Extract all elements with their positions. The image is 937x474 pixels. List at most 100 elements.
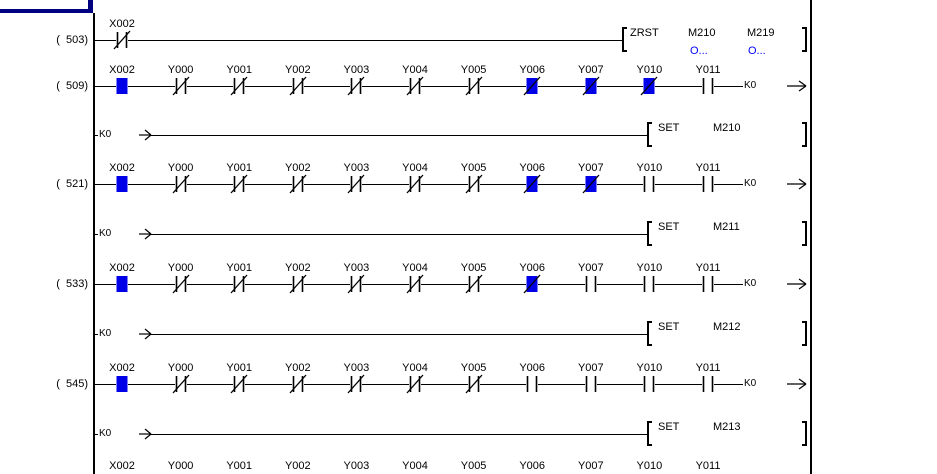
instruction-close-bracket (802, 221, 807, 246)
wrap-in-label: K0 (99, 228, 112, 239)
contact-Y004-nc-off[interactable] (405, 174, 425, 194)
contact-Y000-nc-off[interactable] (171, 174, 191, 194)
contact-Y001-nc-off[interactable] (229, 274, 249, 294)
wrap-out-label: K0 (744, 178, 757, 189)
wrap-resume-arrow-icon (139, 228, 152, 240)
contact-Y001-nc-off[interactable] (229, 76, 249, 96)
wrap-out-label: K0 (744, 80, 757, 91)
contact-X002-no-on[interactable] (112, 174, 132, 194)
device-label-Y000: Y000 (167, 362, 194, 374)
ladder-wire (151, 434, 647, 435)
ladder-wire (151, 334, 647, 335)
device-label-X002: X002 (109, 362, 135, 374)
ladder-wire (93, 40, 622, 41)
device-label-Y000: Y000 (167, 262, 194, 274)
contact-Y010-no-off[interactable] (639, 174, 659, 194)
contact-X002-no-on[interactable] (112, 374, 132, 394)
device-label-Y002: Y002 (284, 162, 311, 174)
step-number: ( 533) (56, 278, 88, 290)
instruction-close-bracket (802, 122, 807, 147)
contact-Y003-nc-off[interactable] (346, 374, 366, 394)
contact-X002-no-on[interactable] (112, 274, 132, 294)
window-frame-edge (0, 9, 93, 13)
instruction-arg-M210: M210 (713, 122, 741, 134)
contact-Y005-nc-off[interactable] (464, 374, 484, 394)
device-label-Y007: Y007 (577, 262, 604, 274)
contact-Y004-nc-off[interactable] (405, 76, 425, 96)
contact-Y002-nc-off[interactable] (288, 174, 308, 194)
contact-Y011-no-off[interactable] (698, 76, 718, 96)
contact-Y002-nc-off[interactable] (288, 76, 308, 96)
device-label-Y000: Y000 (167, 162, 194, 174)
contact-Y005-nc-off[interactable] (464, 174, 484, 194)
device-label-Y011: Y011 (695, 262, 721, 274)
device-label-Y001: Y001 (226, 362, 253, 374)
contact-Y001-nc-off[interactable] (229, 174, 249, 194)
step-number: ( 503) (56, 34, 88, 46)
device-label-Y010: Y010 (636, 262, 663, 274)
device-label-Y004: Y004 (402, 262, 428, 274)
instruction-open-bracket (647, 221, 652, 246)
device-label-Y003: Y003 (343, 362, 370, 374)
wrap-in-label: K0 (99, 129, 112, 140)
contact-Y005-nc-off[interactable] (464, 76, 484, 96)
contact-Y006-no-off[interactable] (522, 374, 542, 394)
device-label-Y011: Y011 (695, 162, 721, 174)
contact-Y003-nc-off[interactable] (346, 76, 366, 96)
device-label-Y003: Y003 (343, 262, 370, 274)
device-label-Y011: Y011 (695, 64, 721, 76)
contact-Y004-nc-off[interactable] (405, 274, 425, 294)
device-label-Y003: Y003 (343, 64, 370, 76)
contact-Y002-nc-off[interactable] (288, 274, 308, 294)
device-label-Y006: Y006 (519, 362, 546, 374)
contact-Y006-nc-on[interactable] (522, 174, 542, 194)
contact-Y006-nc-on[interactable] (522, 274, 542, 294)
wrap-out-label: K0 (744, 378, 757, 389)
wrap-in-label: K0 (99, 428, 112, 439)
device-label-Y001: Y001 (226, 262, 253, 274)
contact-Y011-no-off[interactable] (698, 174, 718, 194)
instruction-op: SET (658, 122, 680, 134)
instruction-close-bracket (802, 321, 807, 346)
contact-Y010-no-off[interactable] (639, 374, 659, 394)
device-label-Y002: Y002 (284, 460, 311, 472)
contact-Y011-no-off[interactable] (698, 374, 718, 394)
device-label-Y010: Y010 (636, 362, 663, 374)
device-label-Y010: Y010 (636, 64, 663, 76)
device-label-Y004: Y004 (402, 162, 428, 174)
instruction-arg-M219: M219 (747, 27, 775, 39)
contact-Y011-no-off[interactable] (698, 274, 718, 294)
contact-Y000-nc-off[interactable] (171, 274, 191, 294)
contact-Y003-nc-off[interactable] (346, 274, 366, 294)
contact-Y007-no-off[interactable] (581, 374, 601, 394)
contact-Y002-nc-off[interactable] (288, 374, 308, 394)
contact-Y003-nc-off[interactable] (346, 174, 366, 194)
device-label-Y006: Y006 (519, 460, 546, 472)
contact-Y005-nc-off[interactable] (464, 274, 484, 294)
contact-Y006-nc-on[interactable] (522, 76, 542, 96)
contact-Y001-nc-off[interactable] (229, 374, 249, 394)
step-number: ( 545) (56, 378, 88, 390)
device-label-Y003: Y003 (343, 162, 370, 174)
device-label-Y011: Y011 (695, 460, 721, 472)
contact-Y007-no-off[interactable] (581, 274, 601, 294)
contact-Y000-nc-off[interactable] (171, 374, 191, 394)
instruction-open-bracket (622, 27, 627, 52)
contact-X002-no-on[interactable] (112, 76, 132, 96)
device-label-X002: X002 (109, 460, 135, 472)
device-label-Y005: Y005 (460, 460, 487, 472)
wrap-continue-arrow-icon (787, 378, 807, 390)
wrap-out-label: K0 (744, 278, 757, 289)
contact-Y007-nc-on[interactable] (581, 174, 601, 194)
contact-Y007-nc-on[interactable] (581, 76, 601, 96)
device-label-Y002: Y002 (284, 362, 311, 374)
contact-X002-nc-off[interactable] (112, 30, 132, 50)
contact-Y010-nc-on[interactable] (639, 76, 659, 96)
instruction-arg-M210: M210 (688, 27, 716, 39)
contact-Y004-nc-off[interactable] (405, 374, 425, 394)
contact-Y010-no-off[interactable] (639, 274, 659, 294)
contact-Y000-nc-off[interactable] (171, 76, 191, 96)
device-label-Y000: Y000 (167, 460, 194, 472)
device-label-Y004: Y004 (402, 362, 428, 374)
